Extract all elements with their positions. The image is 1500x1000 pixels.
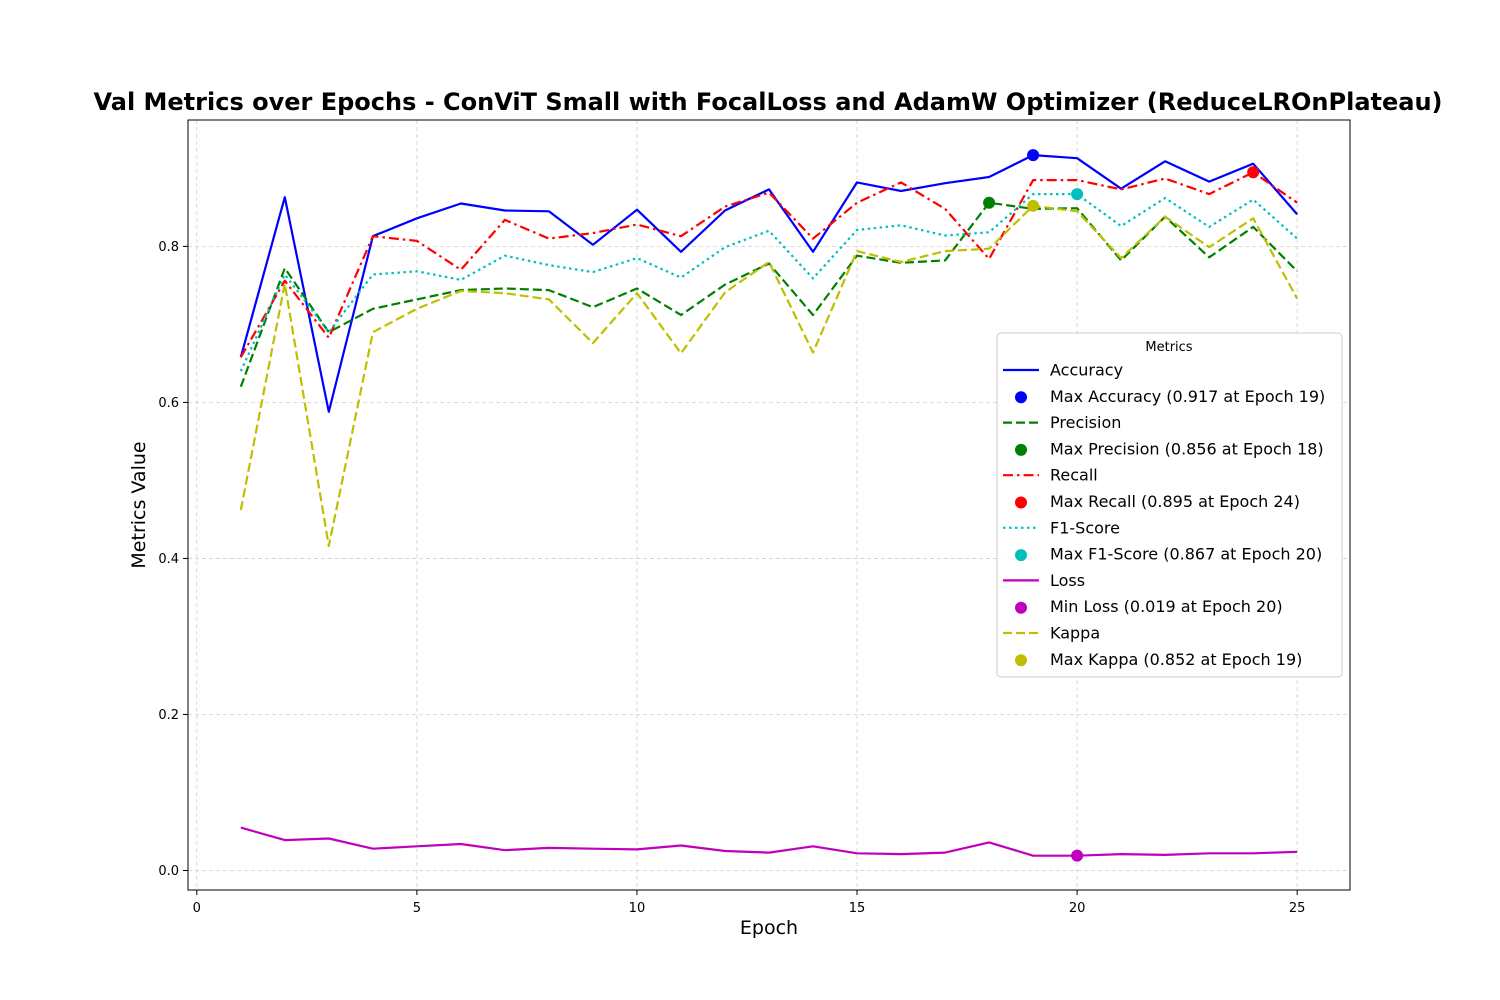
y-axis-label: Metrics Value — [128, 441, 150, 568]
x-tick-label: 10 — [629, 901, 646, 916]
marker-kappa — [1027, 199, 1040, 212]
legend-marker-label-precision: Max Precision (0.856 at Epoch 18) — [1050, 439, 1324, 458]
legend-marker-label-kappa: Max Kappa (0.852 at Epoch 19) — [1050, 650, 1302, 669]
legend-marker-loss — [1015, 601, 1027, 614]
y-tick-label: 0.2 — [158, 708, 179, 723]
series-layer — [239, 154, 1299, 857]
legend-label-kappa: Kappa — [1050, 624, 1100, 643]
legend-marker-precision — [1015, 443, 1027, 456]
y-tick-label: 0.6 — [158, 396, 179, 411]
tick-layer: 0 5 10 15 20 25 0.0 0.2 0.4 0.6 0.8 — [158, 240, 1305, 916]
legend-label-accuracy: Accuracy — [1050, 361, 1123, 380]
marker-recall — [1247, 166, 1260, 179]
legend-box — [996, 332, 1343, 678]
legend-title: Metrics — [1145, 340, 1192, 355]
series-line-loss — [240, 826, 1298, 857]
legend-label-loss: Loss — [1050, 571, 1085, 590]
y-tick-label: 0.0 — [158, 864, 179, 879]
x-axis-label: Epoch — [740, 917, 798, 939]
x-tick-label: 5 — [413, 901, 421, 916]
x-tick-label: 25 — [1289, 901, 1306, 916]
legend-entries: Accuracy Max Accuracy (0.917 at Epoch 19)… — [1003, 361, 1325, 669]
legend-marker-f1-score — [1015, 549, 1027, 562]
y-tick-label: 0.4 — [158, 552, 179, 567]
legend-marker-label-loss: Min Loss (0.019 at Epoch 20) — [1050, 597, 1283, 616]
x-tick-label: 20 — [1069, 901, 1086, 916]
series-line-recall — [239, 171, 1298, 358]
x-tick-label: 15 — [849, 901, 866, 916]
marker-precision — [983, 196, 996, 209]
legend-marker-label-f1-score: Max F1-Score (0.867 at Epoch 20) — [1050, 545, 1322, 564]
marker-accuracy — [1027, 149, 1040, 162]
legend-marker-kappa — [1015, 654, 1027, 667]
y-tick-label: 0.8 — [158, 240, 179, 255]
legend: Metrics Accuracy Max Accuracy (0.917 at E… — [996, 332, 1343, 678]
series-line-precision — [239, 201, 1298, 388]
legend-label-precision: Precision — [1050, 413, 1121, 432]
series-line-f1-score — [239, 193, 1298, 372]
marker-layer — [983, 149, 1260, 862]
legend-marker-recall — [1015, 496, 1027, 509]
plot-frame — [187, 119, 1351, 891]
legend-label-recall: Recall — [1050, 466, 1098, 485]
marker-loss — [1071, 849, 1084, 862]
marker-f1-score — [1071, 188, 1084, 201]
legend-marker-accuracy — [1015, 391, 1027, 404]
series-line-kappa — [239, 204, 1299, 548]
chart-title: Val Metrics over Epochs - ConViT Small w… — [93, 88, 1443, 116]
legend-marker-label-recall: Max Recall (0.895 at Epoch 24) — [1050, 492, 1300, 511]
legend-marker-label-accuracy: Max Accuracy (0.917 at Epoch 19) — [1050, 387, 1325, 406]
legend-label-f1-score: F1-Score — [1050, 518, 1120, 537]
x-tick-label: 0 — [193, 901, 201, 916]
